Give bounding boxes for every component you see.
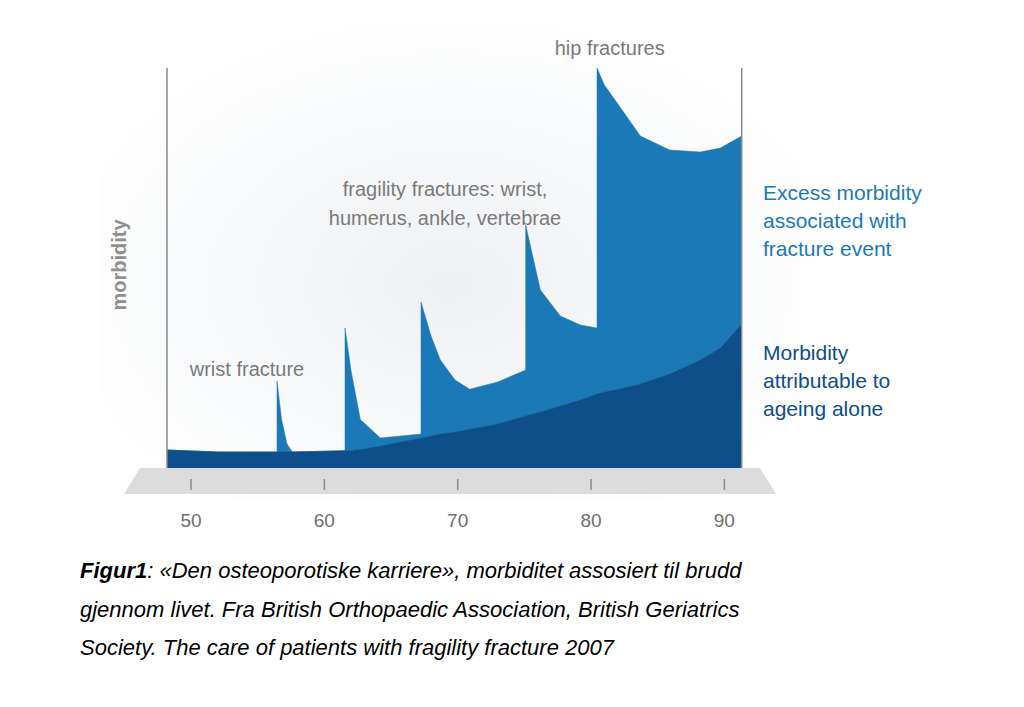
background <box>100 20 800 500</box>
y-axis-label: morbidity <box>108 219 130 311</box>
legend-line: fracture event <box>763 237 892 260</box>
annotation: wrist fracture <box>189 358 304 380</box>
legend-line: Morbidity <box>763 341 849 364</box>
x-tick-label: 50 <box>180 510 201 531</box>
caption-line: : «Den osteoporotiske karriere», morbidi… <box>147 558 742 583</box>
legend-entry: Excess morbidity associated with fracture … <box>763 181 922 260</box>
annotation-line: humerus, ankle, vertebrae <box>329 207 561 229</box>
x-tick-label: 90 <box>714 510 735 531</box>
chart: 50 60 70 80 90 morbidity wrist fracture fragili… <box>0 0 1024 707</box>
x-tick-label: 70 <box>447 510 468 531</box>
legend-line: associated with <box>763 209 907 232</box>
x-tick <box>724 479 726 490</box>
frame-right <box>741 68 743 468</box>
caption: Figur1: «Den osteoporotiske karriere», m… <box>80 558 742 660</box>
caption-line: Society. The care of patients with fragi… <box>80 635 615 660</box>
annotation: fragility fractures: wrist, humerus, ankl… <box>329 178 561 229</box>
x-tick <box>190 479 192 490</box>
annotation: hip fractures <box>555 37 665 59</box>
x-tick <box>324 479 326 490</box>
plot-area <box>167 68 742 468</box>
x-tick <box>457 479 459 490</box>
y-axis-line <box>166 68 168 468</box>
ageing-area <box>167 324 742 468</box>
legend-line: attributable to <box>763 369 890 392</box>
legend-line: Excess morbidity <box>763 181 922 204</box>
legend-line: ageing alone <box>763 397 883 420</box>
annotation-line: fragility fractures: wrist, <box>343 178 547 200</box>
caption-label: Figur1 <box>80 558 147 583</box>
annotation-line: wrist fracture <box>189 358 304 380</box>
caption-line: gjennom livet. Fra British Orthopaedic A… <box>80 597 739 622</box>
x-tick <box>590 479 592 490</box>
annotation-line: hip fractures <box>555 37 665 59</box>
axis-base <box>124 468 776 494</box>
x-tick-label: 80 <box>580 510 601 531</box>
x-tick-label: 60 <box>314 510 335 531</box>
legend-entry: Morbidity attributable to ageing alone <box>763 341 890 420</box>
